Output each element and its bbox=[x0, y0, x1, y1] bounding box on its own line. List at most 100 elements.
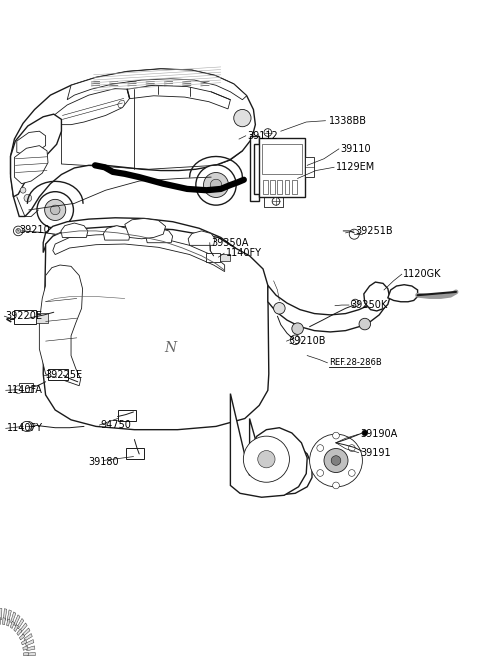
Bar bbox=[126, 448, 144, 459]
Circle shape bbox=[324, 449, 348, 472]
Text: 39210: 39210 bbox=[19, 224, 50, 235]
Polygon shape bbox=[14, 625, 18, 632]
Polygon shape bbox=[7, 619, 10, 626]
Text: 39112: 39112 bbox=[247, 131, 278, 141]
Circle shape bbox=[272, 197, 280, 205]
Circle shape bbox=[359, 318, 371, 330]
Circle shape bbox=[351, 299, 359, 307]
Circle shape bbox=[331, 456, 341, 465]
Bar bbox=[292, 180, 297, 194]
Polygon shape bbox=[22, 628, 30, 636]
Polygon shape bbox=[53, 234, 225, 272]
Polygon shape bbox=[17, 619, 24, 629]
Polygon shape bbox=[250, 419, 312, 495]
Bar bbox=[263, 180, 268, 194]
Text: 39210B: 39210B bbox=[288, 336, 325, 346]
Circle shape bbox=[333, 482, 339, 489]
Bar bbox=[259, 138, 305, 197]
Text: 1140FA: 1140FA bbox=[7, 385, 43, 396]
Circle shape bbox=[45, 199, 66, 220]
Text: 1129EM: 1129EM bbox=[336, 162, 375, 173]
Polygon shape bbox=[27, 653, 35, 656]
Bar bbox=[48, 369, 68, 380]
Polygon shape bbox=[364, 282, 390, 311]
Circle shape bbox=[14, 386, 22, 394]
Polygon shape bbox=[17, 629, 22, 636]
Polygon shape bbox=[11, 69, 255, 216]
Polygon shape bbox=[11, 114, 61, 197]
Polygon shape bbox=[388, 285, 418, 302]
Text: 39180: 39180 bbox=[88, 457, 119, 468]
Polygon shape bbox=[39, 265, 83, 386]
Polygon shape bbox=[10, 621, 14, 628]
Polygon shape bbox=[118, 100, 125, 108]
Bar bbox=[270, 180, 275, 194]
Polygon shape bbox=[146, 228, 173, 243]
Circle shape bbox=[349, 229, 359, 239]
Circle shape bbox=[292, 323, 303, 335]
Polygon shape bbox=[26, 646, 35, 651]
Polygon shape bbox=[127, 85, 230, 109]
Polygon shape bbox=[25, 640, 34, 646]
Polygon shape bbox=[24, 634, 32, 641]
Polygon shape bbox=[24, 652, 28, 656]
Circle shape bbox=[210, 179, 222, 191]
Polygon shape bbox=[19, 634, 24, 640]
Polygon shape bbox=[11, 612, 16, 623]
Polygon shape bbox=[17, 131, 46, 155]
Bar bbox=[305, 157, 314, 177]
Circle shape bbox=[362, 430, 368, 436]
Polygon shape bbox=[2, 618, 5, 625]
Circle shape bbox=[317, 445, 324, 451]
Text: 39220E: 39220E bbox=[6, 311, 43, 321]
Text: REF.28-286B: REF.28-286B bbox=[329, 358, 382, 367]
Polygon shape bbox=[14, 615, 20, 626]
Circle shape bbox=[16, 228, 21, 234]
Polygon shape bbox=[43, 218, 239, 264]
Circle shape bbox=[317, 470, 324, 476]
Text: 39251B: 39251B bbox=[355, 226, 393, 236]
Circle shape bbox=[310, 434, 362, 487]
Polygon shape bbox=[67, 69, 247, 100]
Text: N: N bbox=[164, 340, 177, 355]
Circle shape bbox=[24, 422, 34, 431]
Polygon shape bbox=[188, 231, 215, 245]
Text: 39350A: 39350A bbox=[211, 237, 249, 248]
Circle shape bbox=[258, 451, 275, 468]
Circle shape bbox=[50, 205, 60, 215]
Text: 1338BB: 1338BB bbox=[329, 115, 367, 126]
Bar bbox=[14, 310, 36, 324]
Polygon shape bbox=[250, 136, 259, 201]
Bar bbox=[19, 383, 33, 392]
Polygon shape bbox=[230, 394, 307, 497]
Polygon shape bbox=[0, 609, 2, 620]
Text: 1120GK: 1120GK bbox=[403, 269, 442, 279]
Text: 94750: 94750 bbox=[101, 420, 132, 430]
Text: 39191: 39191 bbox=[360, 447, 391, 458]
Circle shape bbox=[290, 335, 300, 344]
Circle shape bbox=[20, 188, 26, 193]
Polygon shape bbox=[3, 609, 7, 620]
Circle shape bbox=[348, 445, 355, 451]
Bar bbox=[277, 180, 282, 194]
Polygon shape bbox=[268, 285, 384, 332]
Circle shape bbox=[234, 110, 251, 127]
Circle shape bbox=[333, 432, 339, 439]
Circle shape bbox=[24, 194, 32, 202]
Circle shape bbox=[13, 226, 23, 236]
Polygon shape bbox=[61, 223, 88, 237]
Polygon shape bbox=[14, 146, 48, 184]
Bar bbox=[36, 313, 48, 323]
Polygon shape bbox=[23, 646, 28, 650]
Circle shape bbox=[204, 173, 228, 197]
Circle shape bbox=[274, 302, 285, 314]
Bar bbox=[220, 254, 230, 261]
Text: 1140FY: 1140FY bbox=[226, 248, 262, 258]
Text: 39250K: 39250K bbox=[350, 300, 388, 310]
Circle shape bbox=[348, 470, 355, 476]
Polygon shape bbox=[43, 226, 269, 430]
Circle shape bbox=[264, 129, 272, 136]
Polygon shape bbox=[50, 89, 130, 125]
Bar bbox=[285, 180, 289, 194]
Bar bbox=[262, 144, 302, 174]
